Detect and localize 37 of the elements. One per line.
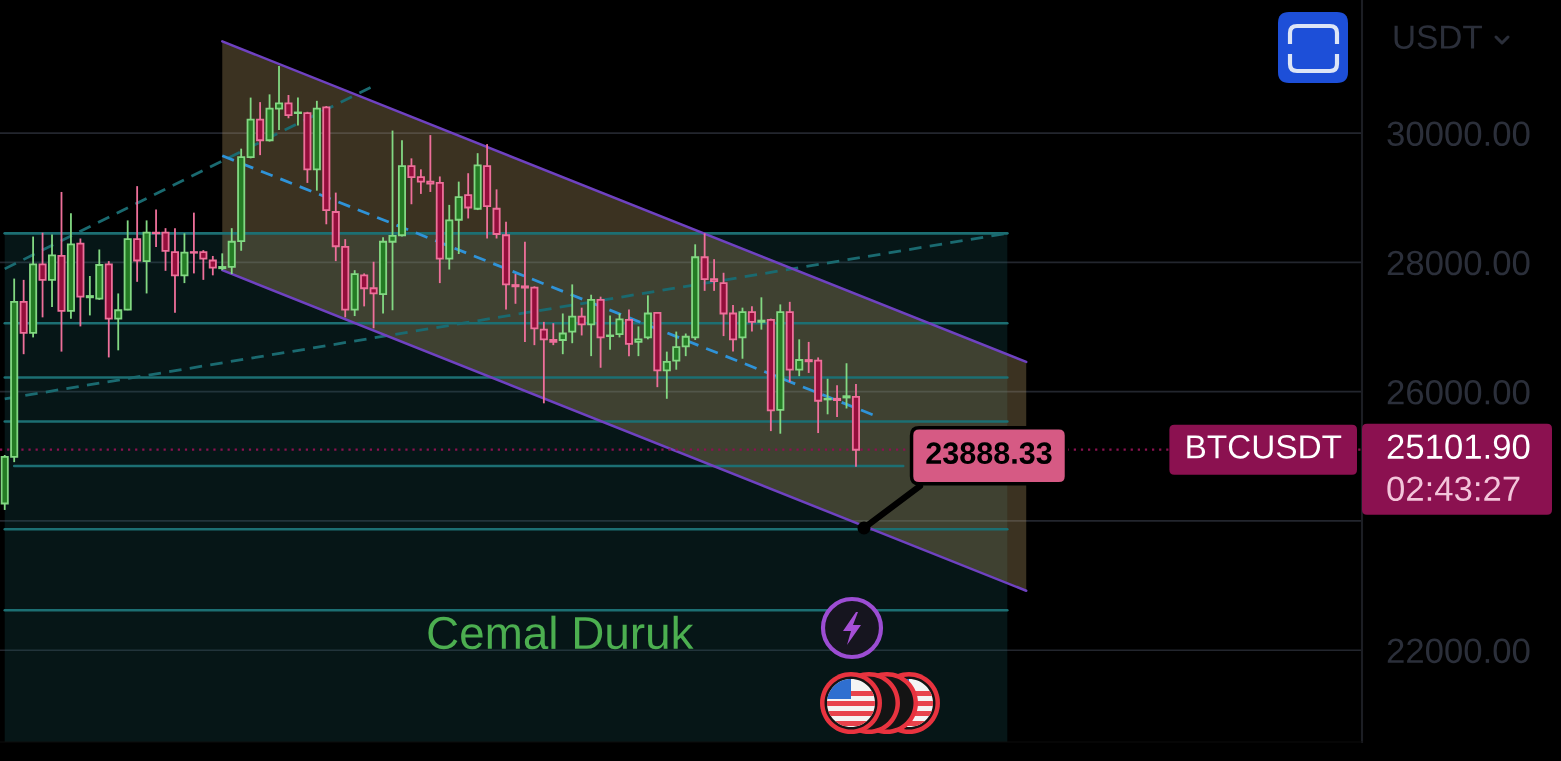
candlestick bbox=[293, 96, 302, 127]
ref-line-label: 25101.90 02:43:27 bbox=[1387, 434, 1530, 502]
y-tick-label: 30000.00 bbox=[1387, 121, 1530, 147]
candlestick bbox=[757, 296, 766, 331]
candlestick bbox=[747, 305, 756, 333]
candlestick bbox=[634, 325, 643, 358]
candlestick bbox=[284, 94, 293, 120]
candlestick bbox=[38, 231, 47, 319]
candlestick bbox=[823, 377, 832, 416]
candlestick bbox=[568, 283, 577, 345]
y-tick-label: 28000.00 bbox=[1387, 250, 1530, 276]
annotation: BTCUSDT bbox=[1187, 435, 1342, 459]
candlestick bbox=[624, 308, 634, 358]
annotation: Cemal Duruk bbox=[428, 615, 694, 650]
y-axis-title: USDT bbox=[1394, 25, 1482, 49]
candlestick bbox=[454, 180, 463, 255]
candlestick bbox=[208, 255, 217, 277]
y-tick-label: 26000.00 bbox=[1387, 380, 1530, 405]
candlestick bbox=[615, 312, 624, 339]
candlestick bbox=[256, 101, 265, 157]
candlestick bbox=[606, 314, 615, 351]
candlestick bbox=[218, 252, 227, 272]
candlestick bbox=[577, 306, 586, 337]
y-tick-label: 22000.00 bbox=[1387, 638, 1530, 664]
candlestick bbox=[369, 260, 378, 330]
candlestick bbox=[643, 294, 652, 341]
candlestick bbox=[464, 172, 473, 220]
candlestick bbox=[407, 157, 416, 206]
candlestick bbox=[180, 232, 189, 285]
candlestick bbox=[558, 312, 567, 356]
annotation: 23888.33 bbox=[926, 442, 1052, 465]
candlestick bbox=[795, 338, 804, 378]
candlestick bbox=[360, 272, 369, 308]
candlestick bbox=[833, 384, 842, 418]
candlestick bbox=[133, 185, 142, 283]
candlestick bbox=[842, 362, 851, 410]
candlestick bbox=[114, 292, 123, 352]
